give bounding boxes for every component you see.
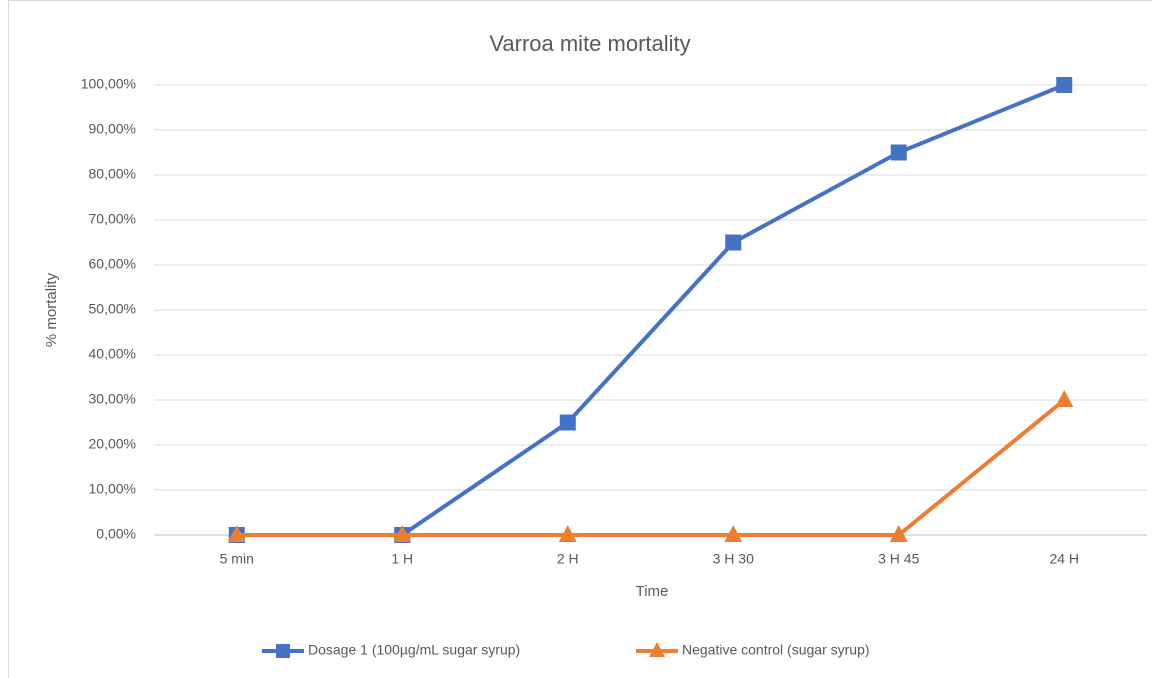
y-tick-label: 20,00%: [89, 436, 136, 452]
x-axis-title: Time: [636, 583, 669, 600]
chart-title: Varroa mite mortality: [489, 31, 690, 56]
data-point: [393, 525, 412, 542]
y-tick-label: 0,00%: [96, 526, 136, 542]
x-tick-label: 3 H 30: [713, 551, 754, 567]
x-tick-label: 2 H: [557, 551, 579, 567]
y-tick-label: 10,00%: [89, 481, 136, 497]
legend-label: Dosage 1 (100µg/mL sugar syrup): [308, 642, 520, 658]
data-point: [724, 525, 743, 542]
chart-border: [8, 0, 1152, 678]
legend-marker: [649, 642, 665, 657]
y-tick-label: 60,00%: [89, 256, 136, 272]
legend-marker: [276, 644, 290, 658]
y-tick-label: 30,00%: [89, 391, 136, 407]
y-tick-label: 80,00%: [89, 166, 136, 182]
y-tick-label: 100,00%: [81, 76, 136, 92]
legend-label: Negative control (sugar syrup): [682, 642, 870, 658]
data-point: [890, 144, 907, 161]
data-point: [1055, 390, 1074, 407]
y-axis-title: % mortality: [43, 272, 60, 347]
y-tick-label: 70,00%: [89, 211, 136, 227]
data-point: [227, 525, 246, 542]
x-tick-label: 24 H: [1049, 551, 1079, 567]
y-tick-label: 90,00%: [89, 121, 136, 137]
x-tick-label: 5 min: [220, 551, 254, 567]
y-tick-label: 50,00%: [89, 301, 136, 317]
x-tick-label: 3 H 45: [878, 551, 919, 567]
y-tick-label: 40,00%: [89, 346, 136, 362]
data-point: [558, 525, 577, 542]
data-point: [725, 234, 742, 251]
data-point: [559, 414, 576, 431]
data-point: [889, 525, 908, 542]
x-tick-label: 1 H: [391, 551, 413, 567]
data-point: [1056, 77, 1073, 93]
series-line: [236, 398, 1066, 537]
